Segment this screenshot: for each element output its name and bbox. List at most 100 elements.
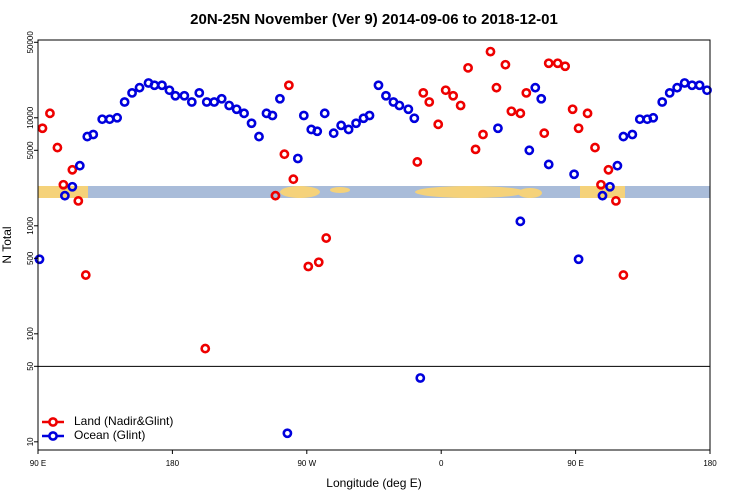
data-point [313, 257, 324, 268]
y-tick-label: 100 [26, 327, 35, 341]
data-point [67, 164, 78, 175]
plot-frame [37, 39, 711, 451]
data-point [343, 124, 354, 135]
data-point [303, 261, 314, 272]
x-tick-label: 90 E [30, 459, 46, 468]
data-point [524, 145, 535, 156]
data-point [612, 160, 623, 171]
data-point [536, 93, 547, 104]
x-tick-label: 180 [703, 459, 717, 468]
data-point [224, 100, 235, 111]
data-point [149, 80, 160, 91]
data-point [618, 131, 629, 142]
data-point [194, 87, 205, 98]
data-point [448, 90, 459, 101]
data-point [74, 160, 85, 171]
data-point [543, 159, 554, 170]
data-point [424, 97, 435, 107]
data-point [112, 112, 123, 123]
data-point [491, 82, 502, 93]
plot-area [34, 46, 712, 439]
data-point [605, 181, 615, 192]
data-point [440, 85, 451, 96]
data-point [539, 128, 550, 139]
y-tick-label: 10000 [26, 106, 35, 129]
data-point [134, 82, 145, 93]
data-point [493, 123, 503, 134]
data-point [298, 110, 309, 121]
data-point [283, 80, 294, 91]
data-point [415, 373, 426, 383]
data-point [394, 100, 405, 111]
data-point [409, 113, 420, 124]
data-point [627, 129, 638, 140]
data-point [478, 129, 488, 140]
data-point [560, 61, 571, 72]
data-point [67, 181, 78, 192]
x-axis-label: Longitude (deg E) [326, 476, 421, 490]
y-tick-label: 50000 [26, 31, 35, 54]
data-point [351, 118, 361, 129]
y-tick-label: 10 [26, 437, 35, 446]
data-point [200, 343, 211, 354]
data-point [209, 97, 220, 107]
data-point [573, 254, 584, 265]
data-point [470, 144, 481, 155]
data-point [582, 108, 593, 119]
data-point [267, 110, 278, 121]
data-point [279, 149, 290, 160]
data-point [319, 108, 330, 119]
map-strip [38, 186, 710, 198]
data-point [104, 114, 115, 125]
data-point [664, 87, 675, 98]
data-point [231, 104, 242, 115]
data-point [702, 85, 712, 96]
data-point [485, 46, 496, 57]
data-point [552, 58, 563, 69]
data-point [254, 131, 264, 142]
chart-title: 20N-25N November (Ver 9) 2014-09-06 to 2… [190, 11, 558, 28]
data-point [328, 128, 339, 139]
data-point [73, 196, 84, 206]
data-point [127, 87, 137, 98]
data-point [515, 108, 526, 119]
y-tick-label: 1000 [26, 216, 35, 234]
y-tick-label: 5000 [26, 141, 35, 159]
data-point [58, 179, 69, 190]
data-point [201, 97, 212, 107]
data-point [611, 196, 621, 206]
data-point [603, 164, 614, 175]
data-point [590, 142, 600, 153]
data-point [80, 270, 91, 280]
data-point [672, 82, 683, 93]
data-point [687, 80, 697, 91]
data-point [618, 270, 629, 280]
data-point [412, 157, 423, 167]
data-point [119, 97, 130, 107]
data-point [433, 119, 444, 130]
data-point [282, 428, 293, 439]
data-point [569, 169, 580, 180]
data-point [246, 118, 257, 129]
data-point [573, 123, 584, 134]
legend-marker [48, 417, 58, 427]
data-point [657, 97, 668, 107]
data-point [418, 87, 429, 98]
x-tick-label: 0 [439, 459, 444, 468]
data-point [543, 58, 554, 69]
data-point [97, 114, 108, 125]
x-tick-label: 180 [166, 459, 180, 468]
data-point [506, 106, 517, 117]
data-point [634, 114, 645, 125]
legend-label: Land (Nadir&Glint) [74, 414, 173, 428]
x-tick-label: 90 W [297, 459, 316, 468]
data-point [270, 190, 281, 201]
data-point [500, 59, 511, 70]
y-tick-label: 50 [26, 361, 35, 370]
data-point [239, 108, 249, 119]
data-point [336, 120, 347, 131]
data-point [34, 254, 45, 265]
data-point [164, 85, 175, 96]
data-point [679, 78, 690, 88]
